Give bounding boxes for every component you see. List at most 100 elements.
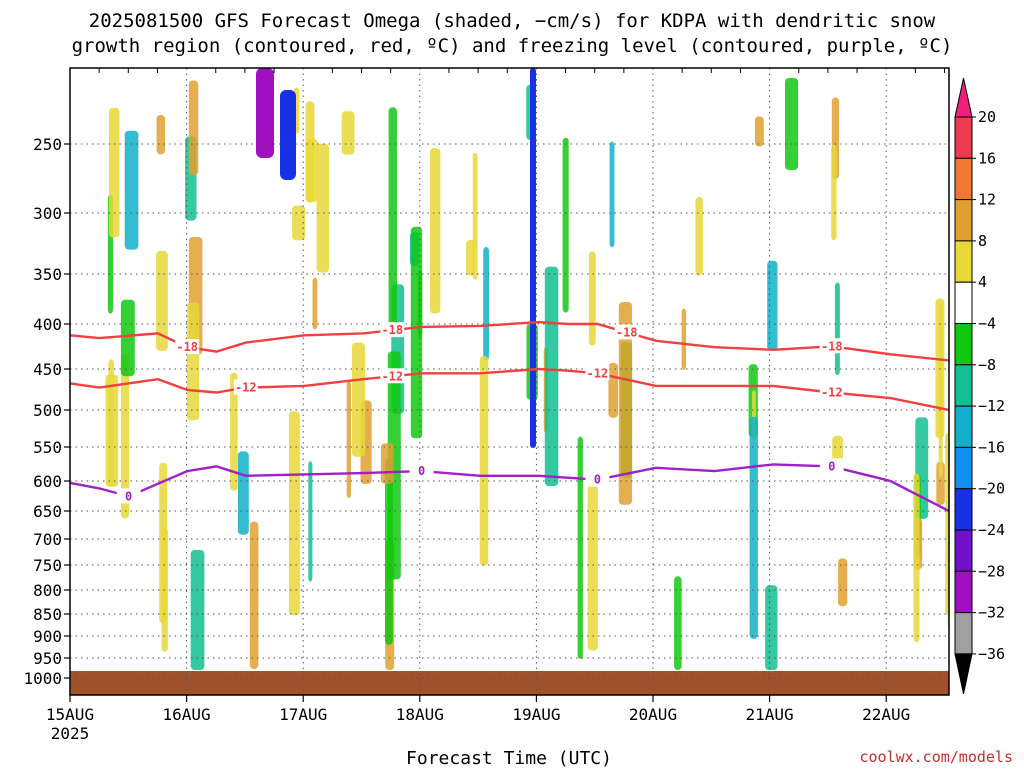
omega-shade <box>249 521 259 670</box>
contour-label: 0 <box>125 489 132 503</box>
colorbar-segment <box>954 199 973 242</box>
colorbar-label: 12 <box>978 191 996 209</box>
title-line-2: growth region (contoured, red, ºC) and f… <box>72 35 953 57</box>
colorbar-segment <box>954 323 973 366</box>
omega-shade <box>308 461 313 582</box>
colorbar-label: −20 <box>978 480 1005 498</box>
omega-shade <box>674 576 682 670</box>
omega-shade <box>410 226 423 439</box>
contour-label: -12 <box>587 366 609 380</box>
colorbar-segment <box>954 612 973 655</box>
colorbar-segment <box>954 488 973 531</box>
omega-shade <box>681 308 687 370</box>
contour-label-bg <box>116 488 141 504</box>
omega-shade <box>695 196 703 276</box>
omega-shade <box>577 436 583 659</box>
omega-shade <box>190 550 205 670</box>
y-tick-label: 450 <box>33 360 62 379</box>
x-tick-label: 16AUG <box>163 705 211 724</box>
omega-shade <box>913 473 920 643</box>
y-tick-label: 650 <box>33 502 62 521</box>
omega-shade <box>108 359 114 487</box>
omega-shade <box>256 68 274 158</box>
omega-shade <box>562 137 569 313</box>
omega-shade <box>609 141 615 248</box>
omega-shade <box>831 144 837 241</box>
contour-label: 0 <box>828 459 835 473</box>
omega-shade <box>120 299 135 377</box>
omega-shade <box>765 585 778 670</box>
colorbar-label: 16 <box>978 149 996 167</box>
omega-shade <box>351 342 365 457</box>
ground-layer <box>70 671 949 695</box>
omega-shade <box>429 148 441 314</box>
contour-label: -18 <box>821 339 843 353</box>
omega-shade <box>838 558 848 607</box>
colorbar-label: −16 <box>978 438 1005 456</box>
colorbar-segment <box>954 240 973 283</box>
colorbar-segment <box>954 446 973 490</box>
temperature-contours: -18 -18 -18 -18 -12 -12 -12 -12 0 0 0 0 <box>70 320 949 513</box>
contour-zero <box>70 463 949 513</box>
contour-label-bg <box>233 379 258 395</box>
colorbar-label: 4 <box>978 273 987 291</box>
y-tick-label: 700 <box>33 530 62 549</box>
credit-text: coolwx.com/models <box>859 748 1013 766</box>
contour-label-bg <box>380 322 405 338</box>
omega-shade <box>230 372 238 491</box>
chart-title: 2025081500 GFS Forecast Omega (shaded, −… <box>72 10 953 57</box>
contour-label: -12 <box>235 381 257 395</box>
omega-shade <box>108 107 120 238</box>
y-tick-label: 350 <box>33 265 62 284</box>
omega-shade <box>618 302 632 505</box>
omega-shade <box>156 250 168 351</box>
y-tick-label: 400 <box>33 315 62 334</box>
omega-shade <box>385 458 393 645</box>
colorbar-segment <box>954 405 973 448</box>
omega-shade <box>156 114 166 155</box>
contour-label: 0 <box>418 464 425 478</box>
title-line-1: 2025081500 GFS Forecast Omega (shaded, −… <box>89 10 936 32</box>
contour-label-bg <box>819 458 844 474</box>
colorbar-segment <box>954 281 973 325</box>
omega-shade <box>834 282 840 375</box>
y-tick-label: 950 <box>33 649 62 668</box>
contour-label-bg <box>409 463 434 479</box>
colorbar-label: −8 <box>978 356 996 374</box>
omega-shade <box>186 302 200 421</box>
omega-shade <box>544 266 559 486</box>
y-tick-label: 550 <box>33 438 62 457</box>
x-tick-label: 19AUG <box>512 705 560 724</box>
omega-shade <box>120 354 130 519</box>
omega-shade <box>608 362 618 418</box>
colorbar-segment <box>954 364 973 407</box>
y-tick-label: 850 <box>33 605 62 624</box>
colorbar-bottom-arrow <box>954 653 973 695</box>
contour-label-bg <box>614 324 639 340</box>
contour-label-bg <box>585 471 610 487</box>
x-tick-label: 22AUG <box>862 705 910 724</box>
contour-label-bg <box>585 365 610 381</box>
omega-shade <box>380 443 394 484</box>
colorbar-label: −24 <box>978 521 1005 539</box>
x-tick-label: 15AUG <box>46 705 94 724</box>
omega-shade <box>749 416 758 639</box>
contour-label-bg <box>380 368 405 384</box>
x-tick-label: 18AUG <box>396 705 444 724</box>
x-tick-label: 20AUG <box>629 705 677 724</box>
omega-shade <box>754 116 764 147</box>
x-axis: 15AUG 16AUG 17AUG 18AUG 19AUG 20AUG 21AUG 22AUG… <box>46 695 910 743</box>
y-axis: 250 300 350 400 450 500 550 600 650 700 750 800 850 9… <box>23 135 70 688</box>
contour-label-bg <box>175 339 200 355</box>
y-tick-label: 1000 <box>23 669 62 688</box>
omega-shading <box>105 68 949 670</box>
omega-shade <box>316 143 329 273</box>
omega-shade <box>466 239 476 276</box>
colorbar-segment <box>954 157 973 201</box>
omega-shade <box>292 205 306 241</box>
colorbar-label: 8 <box>978 232 987 250</box>
colorbar: 20 16 12 8 4 −4 −8 −12 −16 −20 −24 −28 −32 −36 <box>954 77 1005 695</box>
y-tick-label: 300 <box>33 204 62 223</box>
x-axis-label: Forecast Time (UTC) <box>406 748 612 768</box>
